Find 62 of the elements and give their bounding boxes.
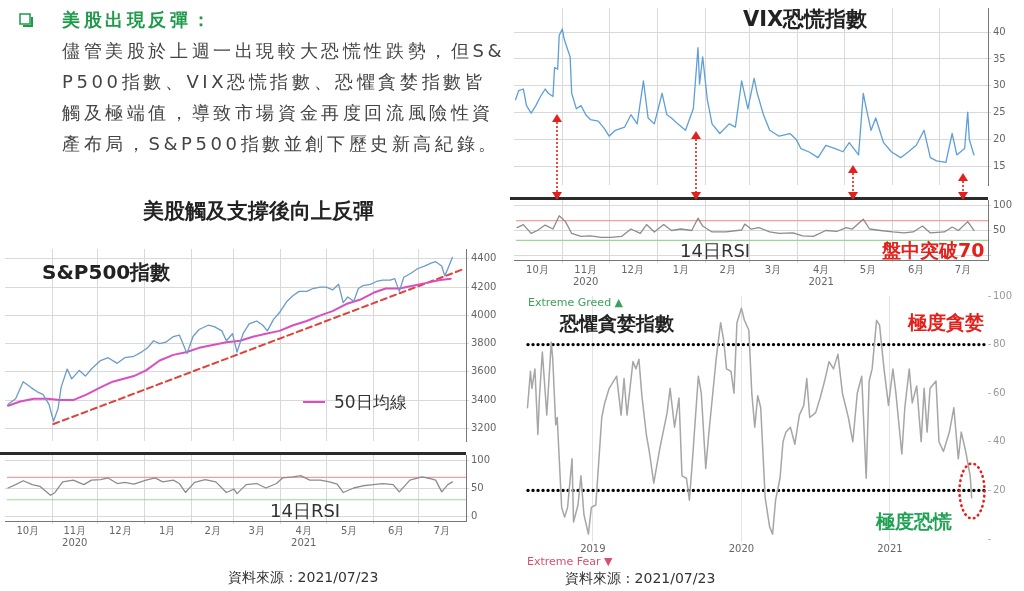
x-tick-label: 6月	[388, 524, 405, 536]
y-tick-label: 4000	[471, 308, 497, 320]
y-tick-label: 100	[993, 289, 1013, 301]
chart-title: 美股觸及支撐後向上反彈	[142, 199, 374, 223]
annotation: 極度貪婪	[908, 311, 984, 333]
y-tick-label: 50	[993, 224, 1006, 236]
y-tick-label: 25	[993, 106, 1006, 118]
y-tick-label: 0	[471, 510, 478, 522]
y-tick-label: 80	[993, 338, 1006, 350]
x-tick-label: 2020	[728, 542, 755, 554]
x-tick-label: 11月 2020	[573, 263, 599, 287]
text: 恐懼貪婪指數	[560, 312, 674, 334]
source-note: 資料來源 : 2021/07/23	[565, 570, 716, 586]
text: Extreme Fear ▼	[527, 555, 613, 568]
x-tick-label: 10月	[16, 524, 40, 536]
x-tick-label: 3月	[764, 263, 782, 275]
x-tick-label: 7月	[954, 263, 972, 275]
x-tick-label: 5月	[341, 524, 358, 536]
x-tick-label: 4月 2021	[291, 524, 317, 548]
y-tick-label: 20	[993, 133, 1006, 144]
y-tick-label: 60	[993, 386, 1006, 398]
annotation: 14日RSI	[270, 500, 341, 521]
x-tick-label: 5月	[859, 263, 877, 275]
y-tick-label: 4400	[471, 252, 497, 264]
x-tick-label: 1月	[159, 524, 176, 536]
y-tick-label: 3400	[471, 393, 497, 405]
y-tick-label: 3200	[471, 421, 497, 433]
y-tick-label: 40	[993, 435, 1006, 447]
y-tick-label: 100	[993, 199, 1013, 211]
y-tick-label: 50	[471, 482, 484, 494]
y-tick-label: 100	[471, 454, 491, 466]
y-tick-label: 30	[993, 79, 1006, 91]
x-tick-label: 1月	[672, 263, 690, 275]
x-tick-label: 11月 2020	[62, 524, 88, 548]
x-tick-label: 10月	[526, 263, 549, 275]
x-tick-label: 4月 2021	[808, 263, 834, 287]
x-tick-label: 12月	[621, 263, 644, 275]
x-tick-label: 6月	[908, 263, 925, 275]
source-note: 資料來源 : 2021/07/23	[228, 569, 379, 585]
x-tick-label: 7月	[433, 524, 450, 536]
y-tick-label: 20	[993, 483, 1006, 495]
annotation: S&P500指數	[42, 260, 171, 284]
legend-label: 50日均線	[334, 392, 407, 413]
y-tick-label: 3600	[471, 365, 497, 377]
x-tick-label: 2019	[580, 542, 606, 554]
y-tick-label: 4200	[471, 280, 497, 292]
text: 儘管美股於上週一出現較大恐慌性跌勢，但S&P500指數、VIX恐慌指數、恐懼貪婪指數皆觸及極端值，導致市場資金再度回流風險性資產布局，S&P500指數並創下歷史新高紀錄。	[62, 40, 506, 155]
x-tick-label: 2月	[204, 524, 221, 536]
text: 美股出現反彈：	[62, 9, 214, 31]
y-tick-label: 35	[993, 52, 1006, 64]
annotation: 盤中突破70	[882, 239, 985, 261]
x-tick-label: 3月	[248, 524, 265, 536]
y-tick-label: 3800	[471, 337, 497, 349]
chart-title: VIX恐慌指數	[743, 7, 868, 31]
y-tick-label: 40	[993, 25, 1006, 37]
annotation: 極度恐慌	[876, 510, 952, 532]
x-tick-label: 12月	[108, 524, 132, 536]
x-tick-label: 2021	[877, 542, 903, 554]
annotation: 14日RSI	[680, 240, 751, 261]
y-tick-label: 15	[993, 159, 1006, 171]
annotation: Extreme Greed ▲	[528, 296, 624, 309]
x-tick-label: 2月	[719, 263, 736, 275]
